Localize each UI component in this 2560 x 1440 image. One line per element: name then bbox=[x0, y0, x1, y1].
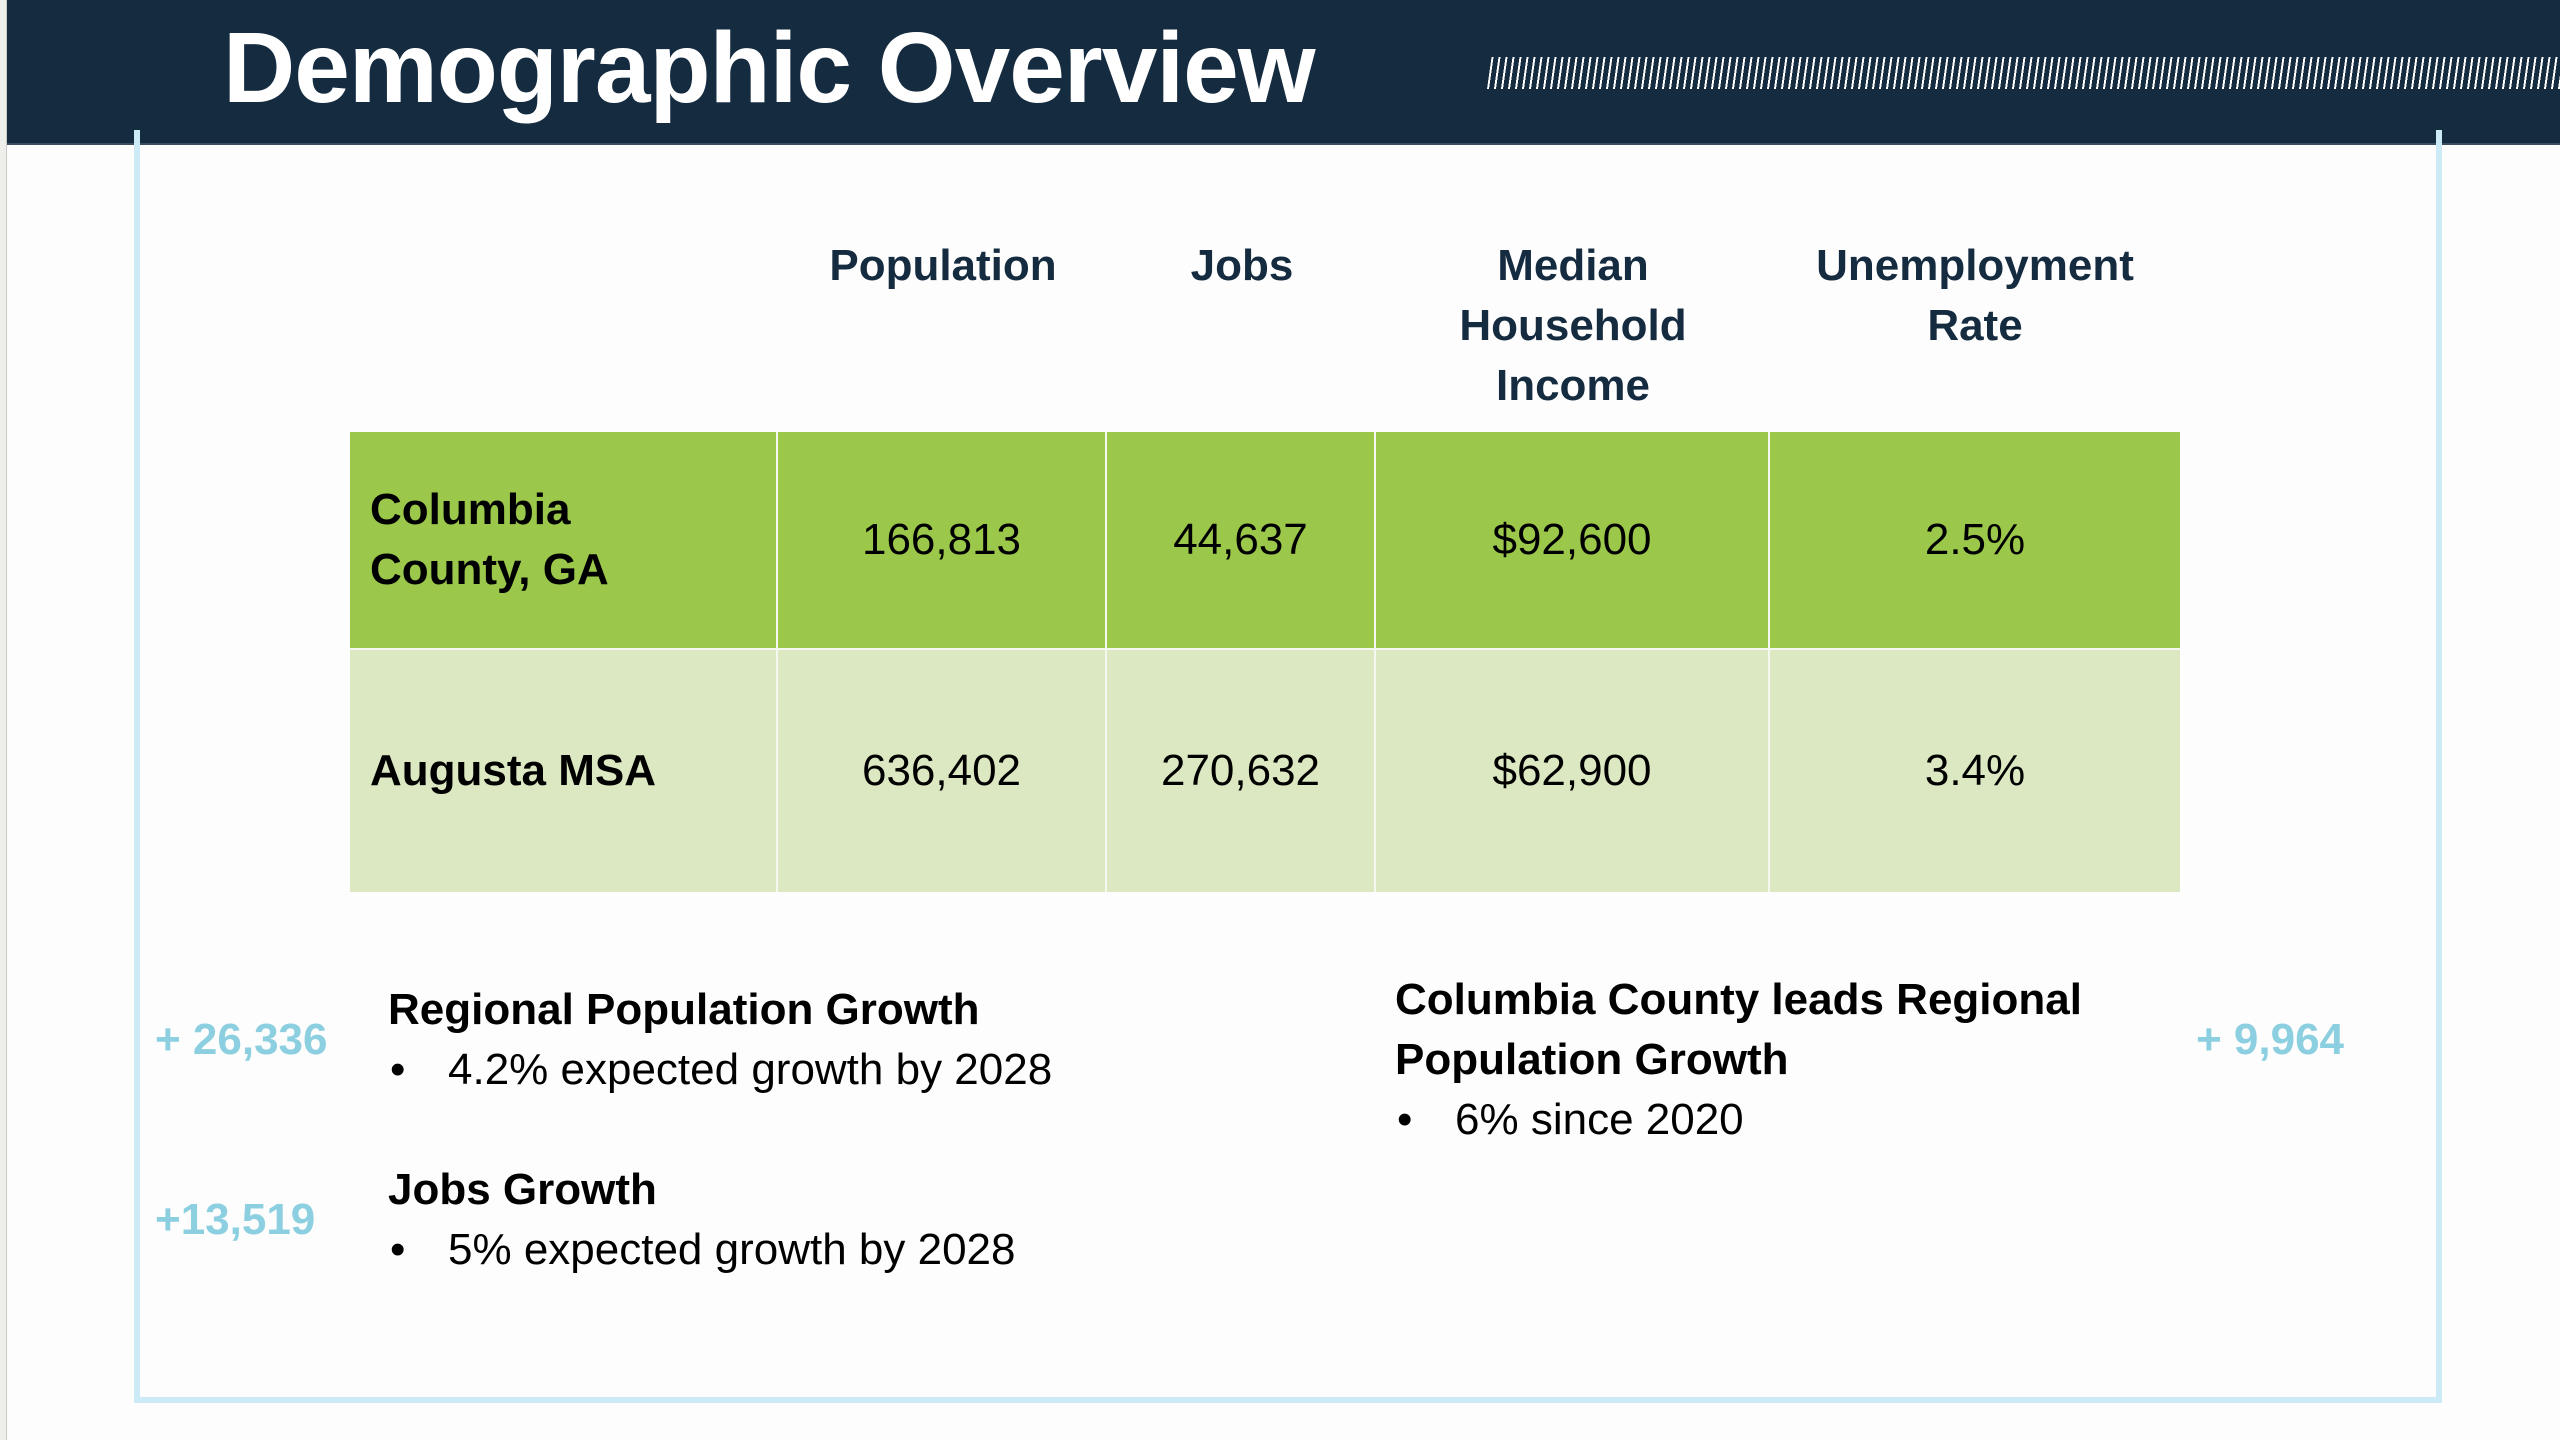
column-header-median-household-income: Median Household Income bbox=[1376, 236, 1770, 416]
content-frame bbox=[134, 130, 2442, 1403]
row-label-columbia-county: Columbia County, GA bbox=[350, 432, 778, 650]
bullet-icon: • bbox=[1397, 1095, 1413, 1144]
cell-columbia-median-income: $92,600 bbox=[1376, 432, 1770, 650]
page-title: Demographic Overview bbox=[223, 12, 1316, 124]
bullet-text: 5% expected growth by 2028 bbox=[448, 1225, 1016, 1274]
demographic-table: Columbia County, GA 166,813 44,637 $92,6… bbox=[350, 432, 2180, 892]
bullet-text: 4.2% expected growth by 2028 bbox=[448, 1045, 1053, 1094]
cell-columbia-unemployment: 2.5% bbox=[1770, 432, 2180, 650]
column-header-line: Household bbox=[1459, 301, 1687, 350]
decorative-stripes bbox=[1487, 57, 2560, 89]
columbia-county-growth-stat: + 9,964 bbox=[2196, 1015, 2345, 1064]
column-header-unemployment-rate: Unemployment Rate bbox=[1770, 236, 2180, 356]
column-header-line: Population bbox=[829, 241, 1057, 290]
columbia-county-growth-heading: Columbia County leads Regional Populatio… bbox=[1395, 970, 2082, 1090]
cell-columbia-jobs: 44,637 bbox=[1107, 432, 1376, 650]
left-edge-strip bbox=[0, 0, 7, 1440]
column-header-line: Median bbox=[1497, 241, 1649, 290]
cell-augusta-jobs: 270,632 bbox=[1107, 650, 1376, 892]
row-label-augusta-msa: Augusta MSA bbox=[350, 650, 778, 892]
cell-augusta-unemployment: 3.4% bbox=[1770, 650, 2180, 892]
row-label-line: Augusta MSA bbox=[370, 746, 656, 795]
cell-columbia-population: 166,813 bbox=[778, 432, 1107, 650]
regional-population-growth-stat: + 26,336 bbox=[155, 1015, 328, 1064]
jobs-growth-heading: Jobs Growth bbox=[388, 1165, 657, 1214]
title-bar: Demographic Overview bbox=[7, 0, 2560, 145]
bullet-icon: • bbox=[390, 1225, 406, 1274]
row-label-line: Columbia bbox=[370, 485, 571, 534]
column-header-line: Rate bbox=[1927, 301, 2023, 350]
column-header-line: Income bbox=[1495, 361, 1651, 410]
column-header-line: Jobs bbox=[1190, 241, 1294, 290]
column-header-population: Population bbox=[778, 236, 1108, 296]
bullet-text: 6% since 2020 bbox=[1455, 1095, 1744, 1144]
regional-population-growth-heading: Regional Population Growth bbox=[388, 985, 980, 1034]
column-header-line: Unemployment bbox=[1816, 241, 2134, 290]
row-label-line: County, GA bbox=[370, 545, 609, 594]
heading-line: Population Growth bbox=[1395, 1035, 1789, 1084]
heading-line: Columbia County leads Regional bbox=[1395, 975, 2082, 1024]
jobs-growth-stat: +13,519 bbox=[155, 1195, 316, 1244]
bullet-icon: • bbox=[390, 1045, 406, 1094]
cell-augusta-median-income: $62,900 bbox=[1376, 650, 1770, 892]
cell-augusta-population: 636,402 bbox=[778, 650, 1107, 892]
column-header-jobs: Jobs bbox=[1107, 236, 1377, 296]
